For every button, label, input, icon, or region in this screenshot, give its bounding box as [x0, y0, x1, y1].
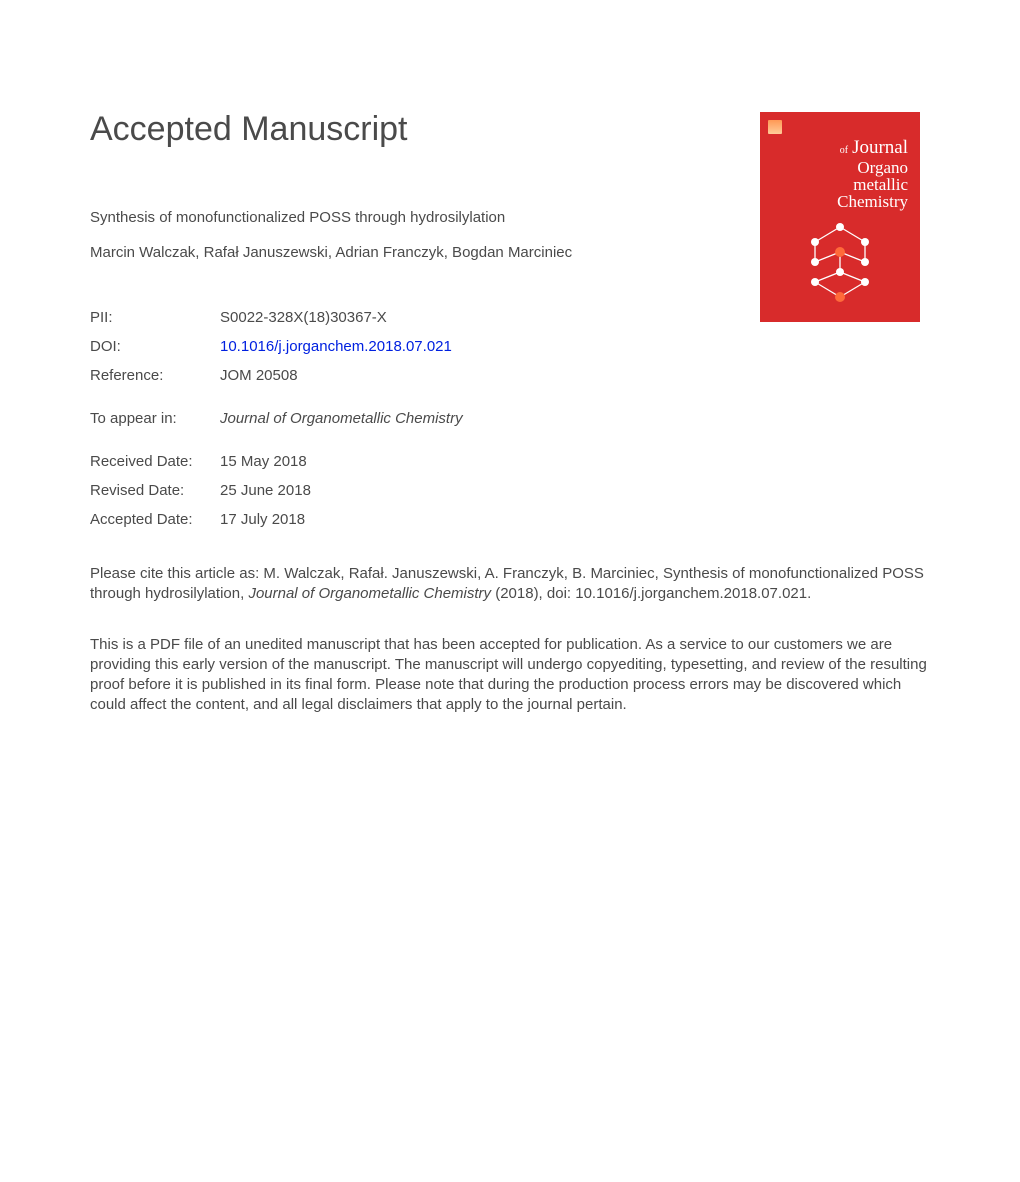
citation-journal: Journal of Organometallic Chemistry	[248, 585, 491, 602]
elsevier-logo-icon	[768, 120, 782, 134]
cover-title-journal-word: Journal	[852, 137, 908, 158]
pii-value: S0022-328X(18)30367-X	[220, 309, 387, 326]
pii-label: PII:	[90, 309, 220, 326]
disclaimer-text: This is a PDF file of an unedited manusc…	[90, 635, 930, 716]
doi-link[interactable]: 10.1016/j.jorganchem.2018.07.021	[220, 338, 452, 355]
meta-row-doi: DOI: 10.1016/j.jorganchem.2018.07.021	[90, 338, 930, 355]
revised-value: 25 June 2018	[220, 482, 311, 499]
meta-row-reference: Reference: JOM 20508	[90, 367, 930, 384]
cover-title-line1: of	[840, 145, 848, 156]
citation-suffix: (2018), doi: 10.1016/j.jorganchem.2018.0…	[491, 585, 811, 602]
cover-title-line3: Chemistry	[768, 193, 908, 210]
accepted-label: Accepted Date:	[90, 511, 220, 528]
received-value: 15 May 2018	[220, 453, 307, 470]
cover-molecule-graphic	[790, 210, 890, 314]
reference-value: JOM 20508	[220, 367, 298, 384]
appear-value: Journal of Organometallic Chemistry	[220, 410, 463, 427]
received-label: Received Date:	[90, 453, 220, 470]
journal-cover-thumbnail: of Journal Organo metallic Chemistry	[760, 112, 920, 322]
molecule-icon	[790, 217, 890, 307]
cover-title-line2a: Organo	[768, 159, 908, 176]
meta-row-accepted: Accepted Date: 17 July 2018	[90, 511, 930, 528]
meta-row-revised: Revised Date: 25 June 2018	[90, 482, 930, 499]
cover-title-line2b: metallic	[768, 176, 908, 193]
meta-row-received: Received Date: 15 May 2018	[90, 453, 930, 470]
accepted-value: 17 July 2018	[220, 511, 305, 528]
cover-header	[768, 120, 912, 134]
revised-label: Revised Date:	[90, 482, 220, 499]
cover-issn	[911, 120, 912, 126]
appear-label: To appear in:	[90, 410, 220, 427]
doi-label: DOI:	[90, 338, 220, 355]
meta-row-appear: To appear in: Journal of Organometallic …	[90, 410, 930, 427]
citation-text: Please cite this article as: M. Walczak,…	[90, 564, 930, 605]
reference-label: Reference:	[90, 367, 220, 384]
cover-journal-title: of Journal Organo metallic Chemistry	[768, 138, 912, 210]
